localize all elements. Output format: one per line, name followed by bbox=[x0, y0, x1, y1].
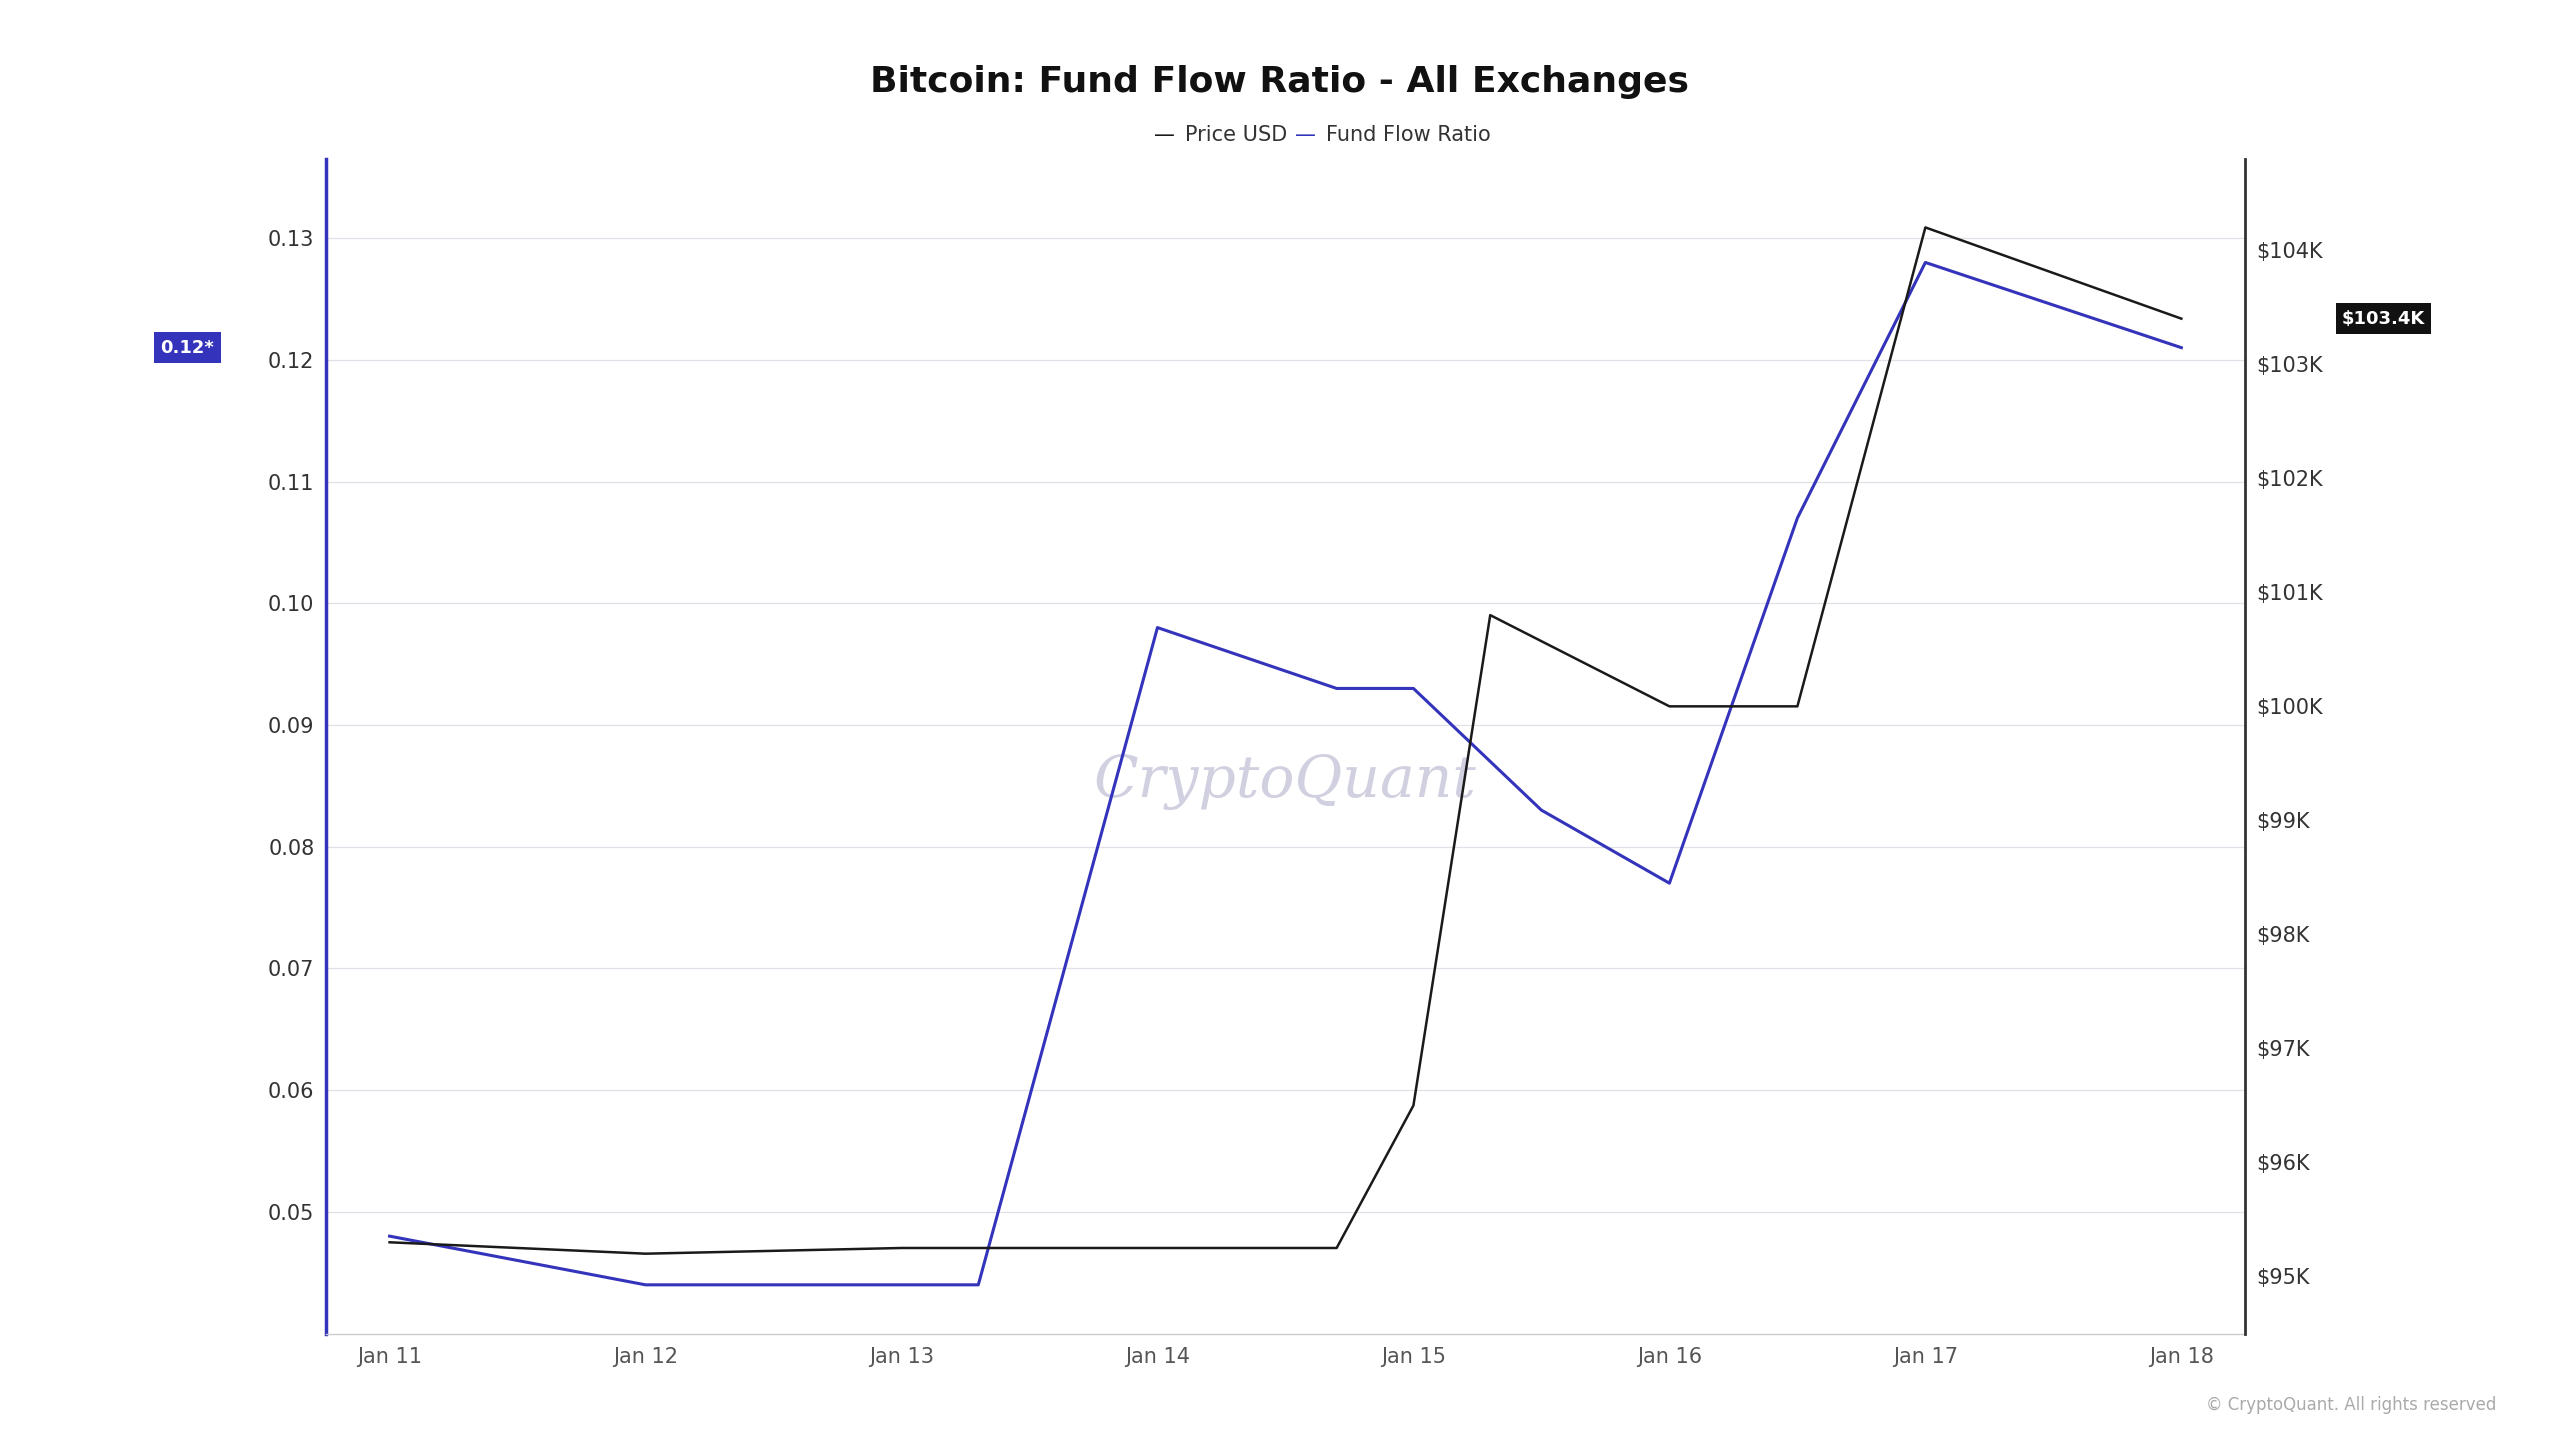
Text: 0.12*: 0.12* bbox=[161, 338, 215, 357]
Text: CryptoQuant: CryptoQuant bbox=[1093, 753, 1477, 809]
Text: Fund Flow Ratio: Fund Flow Ratio bbox=[1326, 125, 1490, 145]
Text: —: — bbox=[1155, 125, 1175, 145]
Text: $103.4K: $103.4K bbox=[2342, 310, 2424, 328]
Text: —: — bbox=[1295, 125, 1316, 145]
Text: Bitcoin: Fund Flow Ratio - All Exchanges: Bitcoin: Fund Flow Ratio - All Exchanges bbox=[870, 65, 1690, 99]
Text: © CryptoQuant. All rights reserved: © CryptoQuant. All rights reserved bbox=[2207, 1397, 2496, 1414]
Text: Price USD: Price USD bbox=[1185, 125, 1288, 145]
